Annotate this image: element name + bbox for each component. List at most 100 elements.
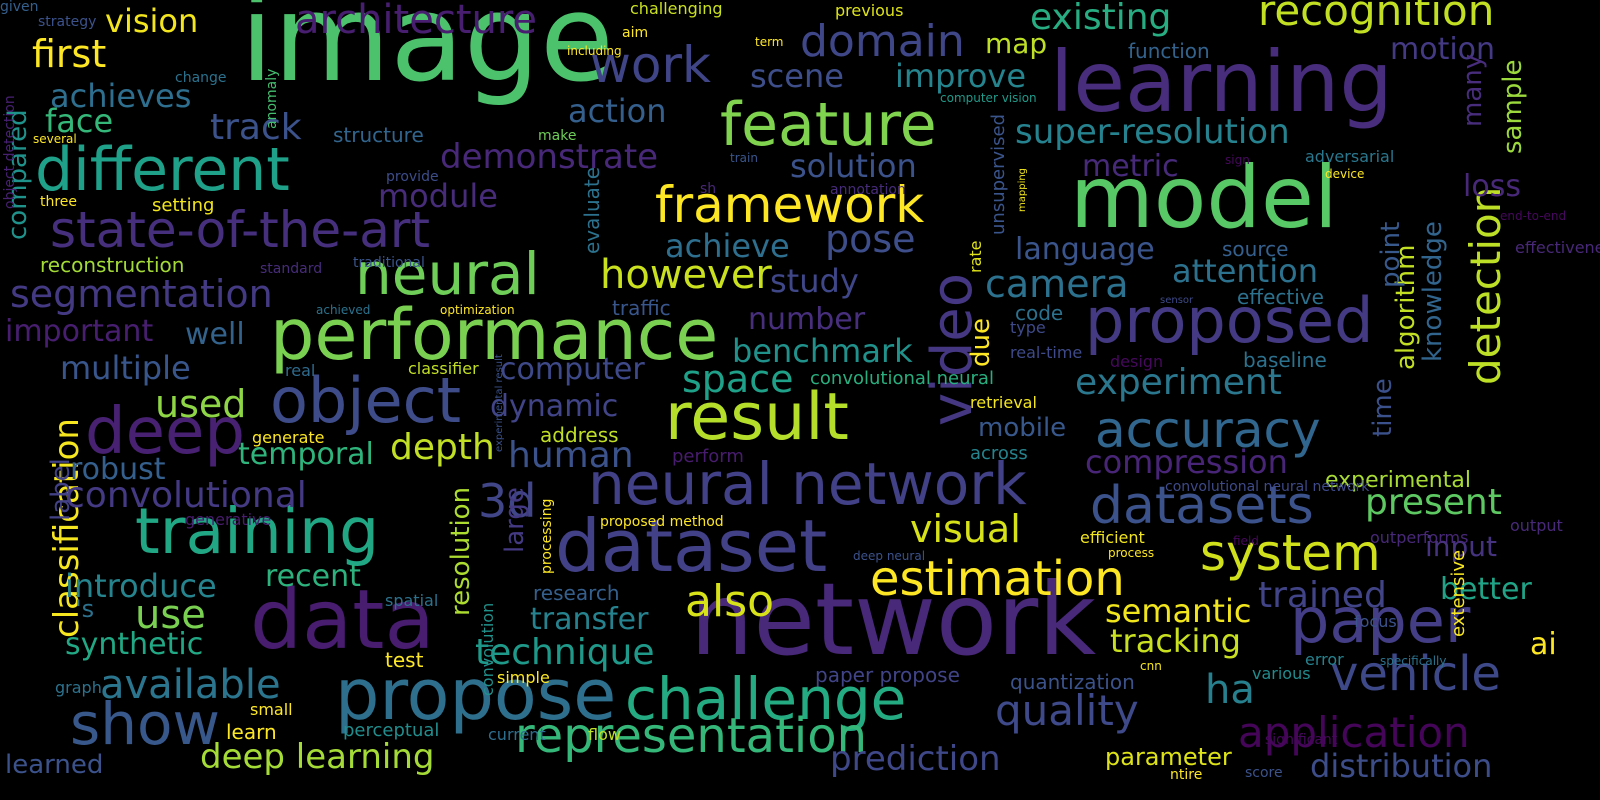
cloud-word: result [665,380,849,455]
cloud-word: including [567,44,622,58]
cloud-word: type [1010,318,1046,337]
cloud-word: semantic [1105,592,1252,630]
cloud-word: used [155,382,247,426]
cloud-word: traffic [612,296,671,320]
cloud-word: deep [85,395,245,469]
cloud-word: anomaly [264,68,280,129]
cloud-word: provide [386,169,439,185]
cloud-word: neural [355,240,540,308]
cloud-word: propose [335,654,617,736]
cloud-word: error [1305,650,1344,669]
cloud-word: trained [1258,575,1387,616]
cloud-word: vision [105,2,199,40]
cloud-word: generate [252,428,325,447]
cloud-word: language [1015,232,1155,267]
cloud-word: image [240,0,614,109]
cloud-word: map [985,27,1048,60]
cloud-word: mobile [978,413,1067,443]
cloud-word: object detection [2,95,18,210]
cloud-word: efficient [1080,528,1145,547]
cloud-word: introduce [65,567,217,605]
cloud-word: multiple [60,349,191,387]
cloud-word: dynamic [490,389,619,424]
cloud-word: large [500,487,530,553]
cloud-word: structure [333,123,424,147]
cloud-word: object [270,364,462,437]
cloud-word: classifier [408,359,479,378]
cloud-word: neural network [588,450,1027,518]
cloud-word: sh [700,181,717,197]
cloud-word: unsupervised [988,113,1009,235]
cloud-word: learning [1050,33,1393,131]
cloud-word: camera [985,262,1129,306]
cloud-word: spatial [385,591,439,610]
cloud-word: ai [1530,627,1557,662]
cloud-word: model [1070,148,1338,248]
cloud-word: several [33,132,77,146]
cloud-word: field [1233,534,1259,548]
cloud-word: recent [265,559,361,594]
cloud-word: annotation [830,182,906,198]
cloud-word: address [540,423,619,447]
cloud-word: perceptual [343,720,440,741]
cloud-word: study [770,262,859,300]
cloud-word: super-resolution [1015,112,1290,152]
cloud-word: rate [966,240,985,274]
cloud-word: achieved [316,303,371,317]
cloud-word: training [135,495,380,568]
cloud-word: space [682,357,794,401]
cloud-word: specifically [1380,654,1447,668]
cloud-word: number [748,302,866,337]
cloud-word: device [1325,167,1365,181]
cloud-word: point [1376,221,1406,288]
cloud-word: tracking [1110,622,1241,660]
cloud-word: challenge [625,665,907,733]
cloud-word: output [1510,516,1563,535]
cloud-word: performance [270,294,719,376]
cloud-word: recognition [1258,0,1495,35]
cloud-word: data [250,573,435,668]
cloud-word: sign [1225,153,1250,167]
cloud-word: application [1238,708,1470,757]
cloud-word: proposed [1085,284,1374,357]
cloud-word: processing [539,498,555,574]
cloud-word: deep learning [200,737,435,777]
cloud-word: paper [1290,584,1471,657]
cloud-word: 3d [478,474,537,528]
cloud-word: state-of-the-art [50,201,431,259]
cloud-word: also [685,576,775,627]
cloud-word: standard [260,261,323,277]
cloud-word: score [1245,765,1283,781]
cloud-word: significant [1265,732,1338,748]
cloud-word: motion [1390,32,1496,67]
cloud-word: sensor [1160,295,1194,306]
cloud-word: convolution [478,602,497,696]
cloud-word: depth [390,427,495,468]
cloud-word: vehicle [1330,646,1501,702]
cloud-word: experimental result [494,354,505,452]
cloud-word: focus [1354,612,1397,631]
cloud-word: convolutional neural [810,368,994,389]
cloud-word: framework [655,176,925,234]
cloud-word: change [175,70,227,86]
cloud-word: simple [497,668,550,687]
cloud-word: solution [790,147,917,185]
cloud-word: different [35,135,290,205]
cloud-word: achieves [50,77,192,115]
cloud-word: quantization [1010,670,1135,694]
cloud-word: function [1128,39,1210,63]
cloud-word: strategy [38,14,97,30]
cloud-word: robust [70,452,166,487]
cloud-word: aim [622,25,649,41]
cloud-word: term [755,35,784,49]
cloud-word: many [1458,54,1488,128]
cloud-word: test [385,648,424,672]
cloud-word: time [1368,378,1398,438]
cloud-word: experimental [1325,468,1471,493]
cloud-word: learn [226,720,277,744]
cloud-word: effectiveness [1515,238,1600,257]
cloud-word: computer vision [940,91,1037,105]
cloud-word: metric [1082,149,1179,184]
cloud-word: use [135,592,206,638]
